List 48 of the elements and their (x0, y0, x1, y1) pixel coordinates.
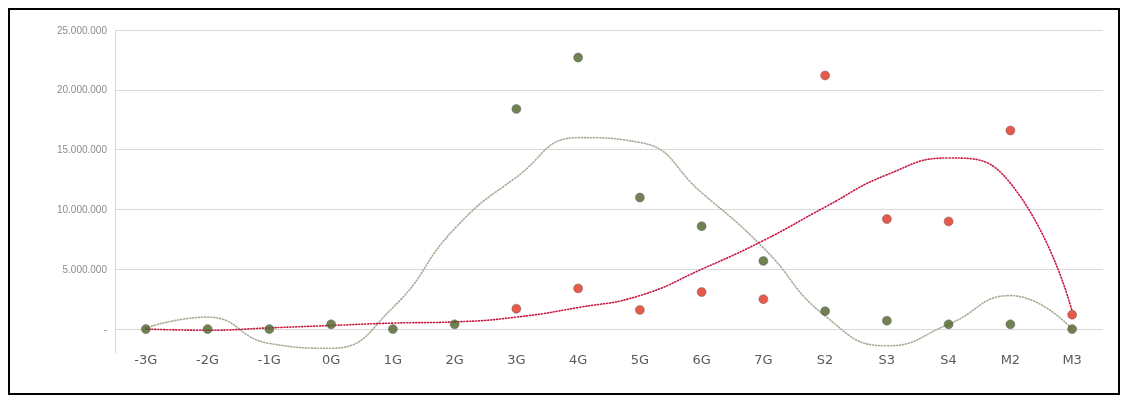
x-tick-label: 1G (383, 352, 403, 367)
y-tick-label: 10.000.000 (56, 203, 108, 215)
point (943, 216, 954, 227)
point (573, 52, 583, 63)
point (758, 294, 769, 304)
point (1005, 319, 1016, 330)
point (820, 70, 830, 81)
point (882, 315, 892, 326)
x-tick-label: 5G (630, 352, 650, 367)
y-tick-label: 15.000.000 (56, 144, 108, 156)
point (511, 104, 522, 114)
x-tick-label: 6G (692, 352, 711, 367)
point (696, 221, 707, 231)
point (820, 306, 830, 316)
y-tick-label: 25.000.000 (56, 24, 108, 36)
x-tick-label: S3 (878, 352, 896, 367)
x-tick-label: 4G (568, 352, 588, 367)
x-tick-label: -2G (196, 352, 220, 367)
point (511, 303, 522, 314)
x-tick-label: 2G (445, 352, 464, 367)
x-tick-label: -3G (134, 352, 158, 367)
x-tick-label: 0G (321, 352, 341, 367)
point (449, 319, 460, 330)
point (141, 324, 151, 334)
x-tick-label: 7G (754, 352, 773, 367)
x-tick-label: M2 (1000, 352, 1021, 367)
x-tick-label: S4 (940, 352, 957, 367)
point (882, 214, 892, 224)
point (635, 192, 645, 203)
point (202, 324, 213, 334)
y-tick-label: 5.000.000 (62, 263, 108, 275)
point (264, 324, 275, 334)
point (1067, 324, 1077, 334)
point (326, 319, 336, 330)
point (1005, 125, 1016, 136)
point (388, 324, 398, 334)
x-tick-label: 3G (507, 352, 526, 367)
x-tick-label: -1G (257, 352, 281, 367)
y-tick-label: 20.000.000 (56, 84, 108, 96)
y-tick-label: - (103, 323, 107, 335)
point (573, 283, 583, 294)
x-tick-label: S2 (816, 352, 834, 367)
point (635, 305, 645, 315)
point (1067, 309, 1077, 320)
point (943, 319, 954, 330)
point (758, 256, 769, 266)
x-tick-label: M3 (1062, 352, 1082, 367)
point (696, 287, 707, 297)
